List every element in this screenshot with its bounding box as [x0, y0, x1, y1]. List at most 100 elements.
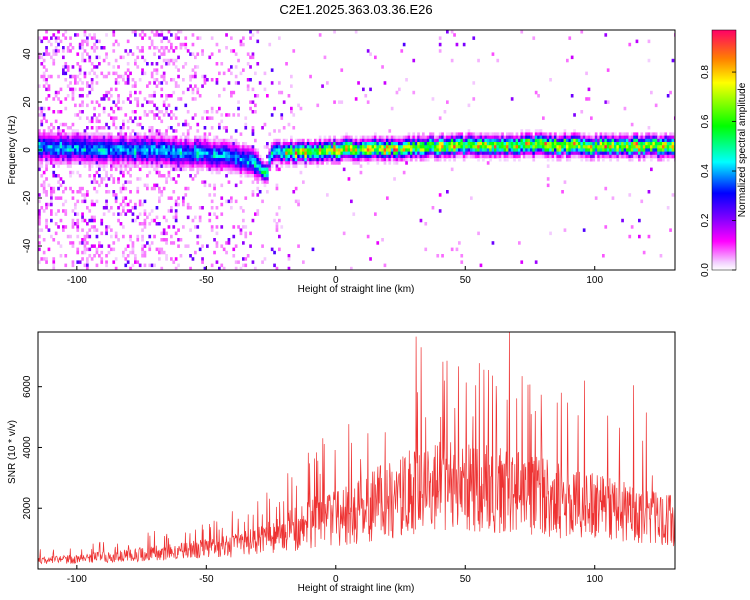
heatmap-cell: [124, 145, 128, 149]
heatmap-cell: [414, 138, 418, 143]
heatmap-cell: [179, 30, 183, 34]
heatmap-cell: [136, 55, 140, 60]
heatmap-cell: [88, 132, 92, 136]
heatmap-cell: [208, 154, 212, 159]
heatmap-cell: [150, 135, 154, 140]
heatmap-cell: [263, 71, 267, 76]
heatmap-cell: [177, 202, 180, 207]
heatmap-cell: [182, 138, 185, 143]
heatmap-cell: [227, 238, 231, 242]
heatmap-cell: [249, 244, 252, 248]
heatmap-cell: [117, 206, 120, 210]
heatmap-cell: [227, 138, 231, 143]
heatmap-cell: [131, 206, 135, 210]
heatmap-cell: [93, 42, 96, 47]
heatmap-cell: [446, 138, 449, 143]
heatmap-cell: [62, 158, 65, 162]
heatmap-cell: [220, 225, 224, 229]
heatmap-cell: [412, 142, 416, 146]
heatmap-cell: [95, 190, 99, 194]
heatmap-cell: [50, 138, 53, 143]
heatmap-cell: [40, 55, 44, 60]
heatmap-cell: [81, 55, 84, 60]
heatmap-cell: [597, 158, 600, 162]
heatmap-cell: [76, 129, 80, 133]
heatmap-cell: [124, 263, 128, 268]
x-tick-label: 50: [460, 574, 472, 585]
heatmap-cell: [280, 116, 284, 120]
heatmap-cell: [76, 81, 80, 85]
heatmap-cell: [143, 183, 147, 188]
heatmap-cell: [129, 138, 132, 143]
heatmap-cell: [122, 119, 125, 124]
heatmap-cell: [402, 42, 406, 47]
heatmap-cell: [491, 142, 495, 146]
heatmap-cell: [237, 158, 240, 162]
heatmap-cell: [597, 135, 600, 140]
heatmap-cell: [227, 170, 231, 175]
heatmap-cell: [117, 145, 120, 149]
heatmap-cell: [124, 151, 128, 156]
heatmap-cell: [640, 135, 644, 140]
heatmap-cell: [275, 142, 279, 146]
heatmap-cell: [237, 225, 240, 229]
heatmap-cell: [62, 122, 65, 127]
heatmap-cell: [266, 170, 269, 175]
heatmap-cell: [563, 132, 567, 136]
heatmap-cell: [210, 154, 214, 159]
heatmap-cell: [194, 84, 197, 88]
heatmap-cell: [126, 209, 130, 213]
heatmap-cell: [534, 132, 538, 136]
heatmap-cell: [537, 148, 540, 152]
heatmap-cell: [448, 154, 452, 159]
heatmap-cell: [542, 116, 545, 120]
heatmap-cell: [239, 148, 243, 152]
heatmap-cell: [244, 122, 248, 127]
heatmap-cell: [539, 145, 543, 149]
heatmap-cell: [501, 154, 504, 159]
heatmap-cell: [210, 52, 214, 56]
heatmap-cell: [585, 71, 588, 76]
heatmap-cell: [443, 135, 447, 140]
heatmap-cell: [222, 266, 226, 270]
heatmap-cell: [407, 158, 411, 162]
heatmap-cell: [42, 209, 46, 213]
heatmap-cell: [189, 228, 192, 232]
x-tick-label: -50: [199, 275, 214, 286]
heatmap-cell: [167, 161, 171, 165]
heatmap-cell: [506, 158, 509, 162]
heatmap-cell: [124, 113, 128, 117]
heatmap-cell: [213, 183, 216, 188]
heatmap-cell: [359, 148, 363, 152]
heatmap-cell: [213, 154, 216, 159]
heatmap-cell: [573, 154, 576, 159]
heatmap-cell: [47, 106, 51, 111]
heatmap-cell: [165, 138, 168, 143]
heatmap-cell: [273, 161, 276, 165]
heatmap-cell: [112, 177, 116, 181]
heatmap-cell: [93, 244, 96, 248]
heatmap-cell: [170, 126, 173, 130]
heatmap-cell: [465, 135, 468, 140]
heatmap-cell: [114, 231, 118, 236]
heatmap-cell: [275, 266, 279, 270]
heatmap-cell: [69, 142, 72, 146]
heatmap-cell: [383, 154, 387, 159]
heatmap-cell: [537, 132, 540, 136]
heatmap-cell: [81, 94, 84, 98]
heatmap-cell: [158, 55, 161, 60]
heatmap-cell: [220, 138, 224, 143]
heatmap-cell: [83, 49, 87, 53]
heatmap-cell: [201, 164, 204, 168]
heatmap-cell: [50, 148, 53, 152]
heatmap-cell: [165, 164, 168, 168]
heatmap-cell: [160, 138, 164, 143]
heatmap-cell: [40, 113, 44, 117]
heatmap-cell: [472, 142, 476, 146]
heatmap-cell: [491, 138, 495, 143]
heatmap-cell: [662, 145, 665, 149]
heatmap-cell: [258, 177, 262, 181]
heatmap-cell: [554, 145, 557, 149]
heatmap-cell: [81, 132, 84, 136]
heatmap-cell: [606, 138, 610, 143]
